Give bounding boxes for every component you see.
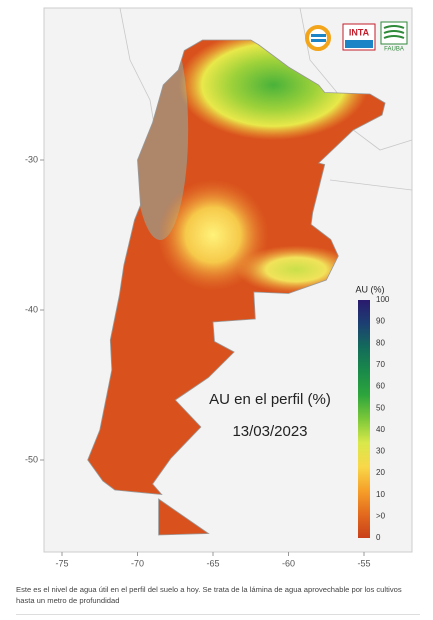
logo-circle bbox=[305, 25, 331, 51]
map-date: 13/03/2023 bbox=[232, 423, 307, 440]
y-tick-label: -50 bbox=[25, 454, 38, 464]
map-title: AU en el perfil (%) bbox=[209, 391, 331, 408]
y-tick-label: -30 bbox=[25, 154, 38, 164]
legend: AU (%) 100 90 80 70 60 50 40 30 20 10 >0 0 bbox=[356, 284, 390, 542]
logo-inta-text: INTA bbox=[349, 27, 370, 37]
y-tick-label: -40 bbox=[25, 304, 38, 314]
map-figure: -75 -70 -65 -60 -55 -30 -40 -50 AU en el perfil… bbox=[25, 7, 413, 568]
x-tick-label: -60 bbox=[282, 558, 295, 568]
legend-label: 20 bbox=[376, 468, 385, 477]
x-tick-label: -55 bbox=[357, 558, 370, 568]
neighbor-borders bbox=[119, 7, 413, 241]
legend-colorbar bbox=[358, 300, 370, 538]
legend-label: 70 bbox=[376, 360, 385, 369]
legend-label: 100 bbox=[376, 295, 390, 304]
axis-ticks: -75 -70 -65 -60 -55 -30 -40 -50 bbox=[25, 154, 371, 568]
legend-label: 10 bbox=[376, 490, 385, 499]
logo-fauba-text: FAUBA bbox=[384, 47, 404, 53]
country-outline bbox=[87, 39, 386, 536]
legend-label: 30 bbox=[376, 447, 385, 456]
divider bbox=[16, 614, 420, 615]
legend-label: 80 bbox=[376, 338, 385, 347]
x-tick-label: -75 bbox=[55, 558, 68, 568]
caption: Este es el nivel de agua útil en el perf… bbox=[16, 585, 402, 605]
legend-label: 40 bbox=[376, 425, 385, 434]
legend-title: AU (%) bbox=[356, 284, 385, 294]
x-tick-label: -70 bbox=[131, 558, 144, 568]
legend-label: 50 bbox=[376, 403, 385, 412]
legend-label: 60 bbox=[376, 382, 385, 391]
legend-label: >0 bbox=[376, 511, 386, 520]
legend-label: 0 bbox=[376, 533, 381, 542]
legend-label: 90 bbox=[376, 317, 385, 326]
logos: INTA FAUBA bbox=[305, 21, 408, 53]
x-tick-label: -65 bbox=[206, 558, 219, 568]
